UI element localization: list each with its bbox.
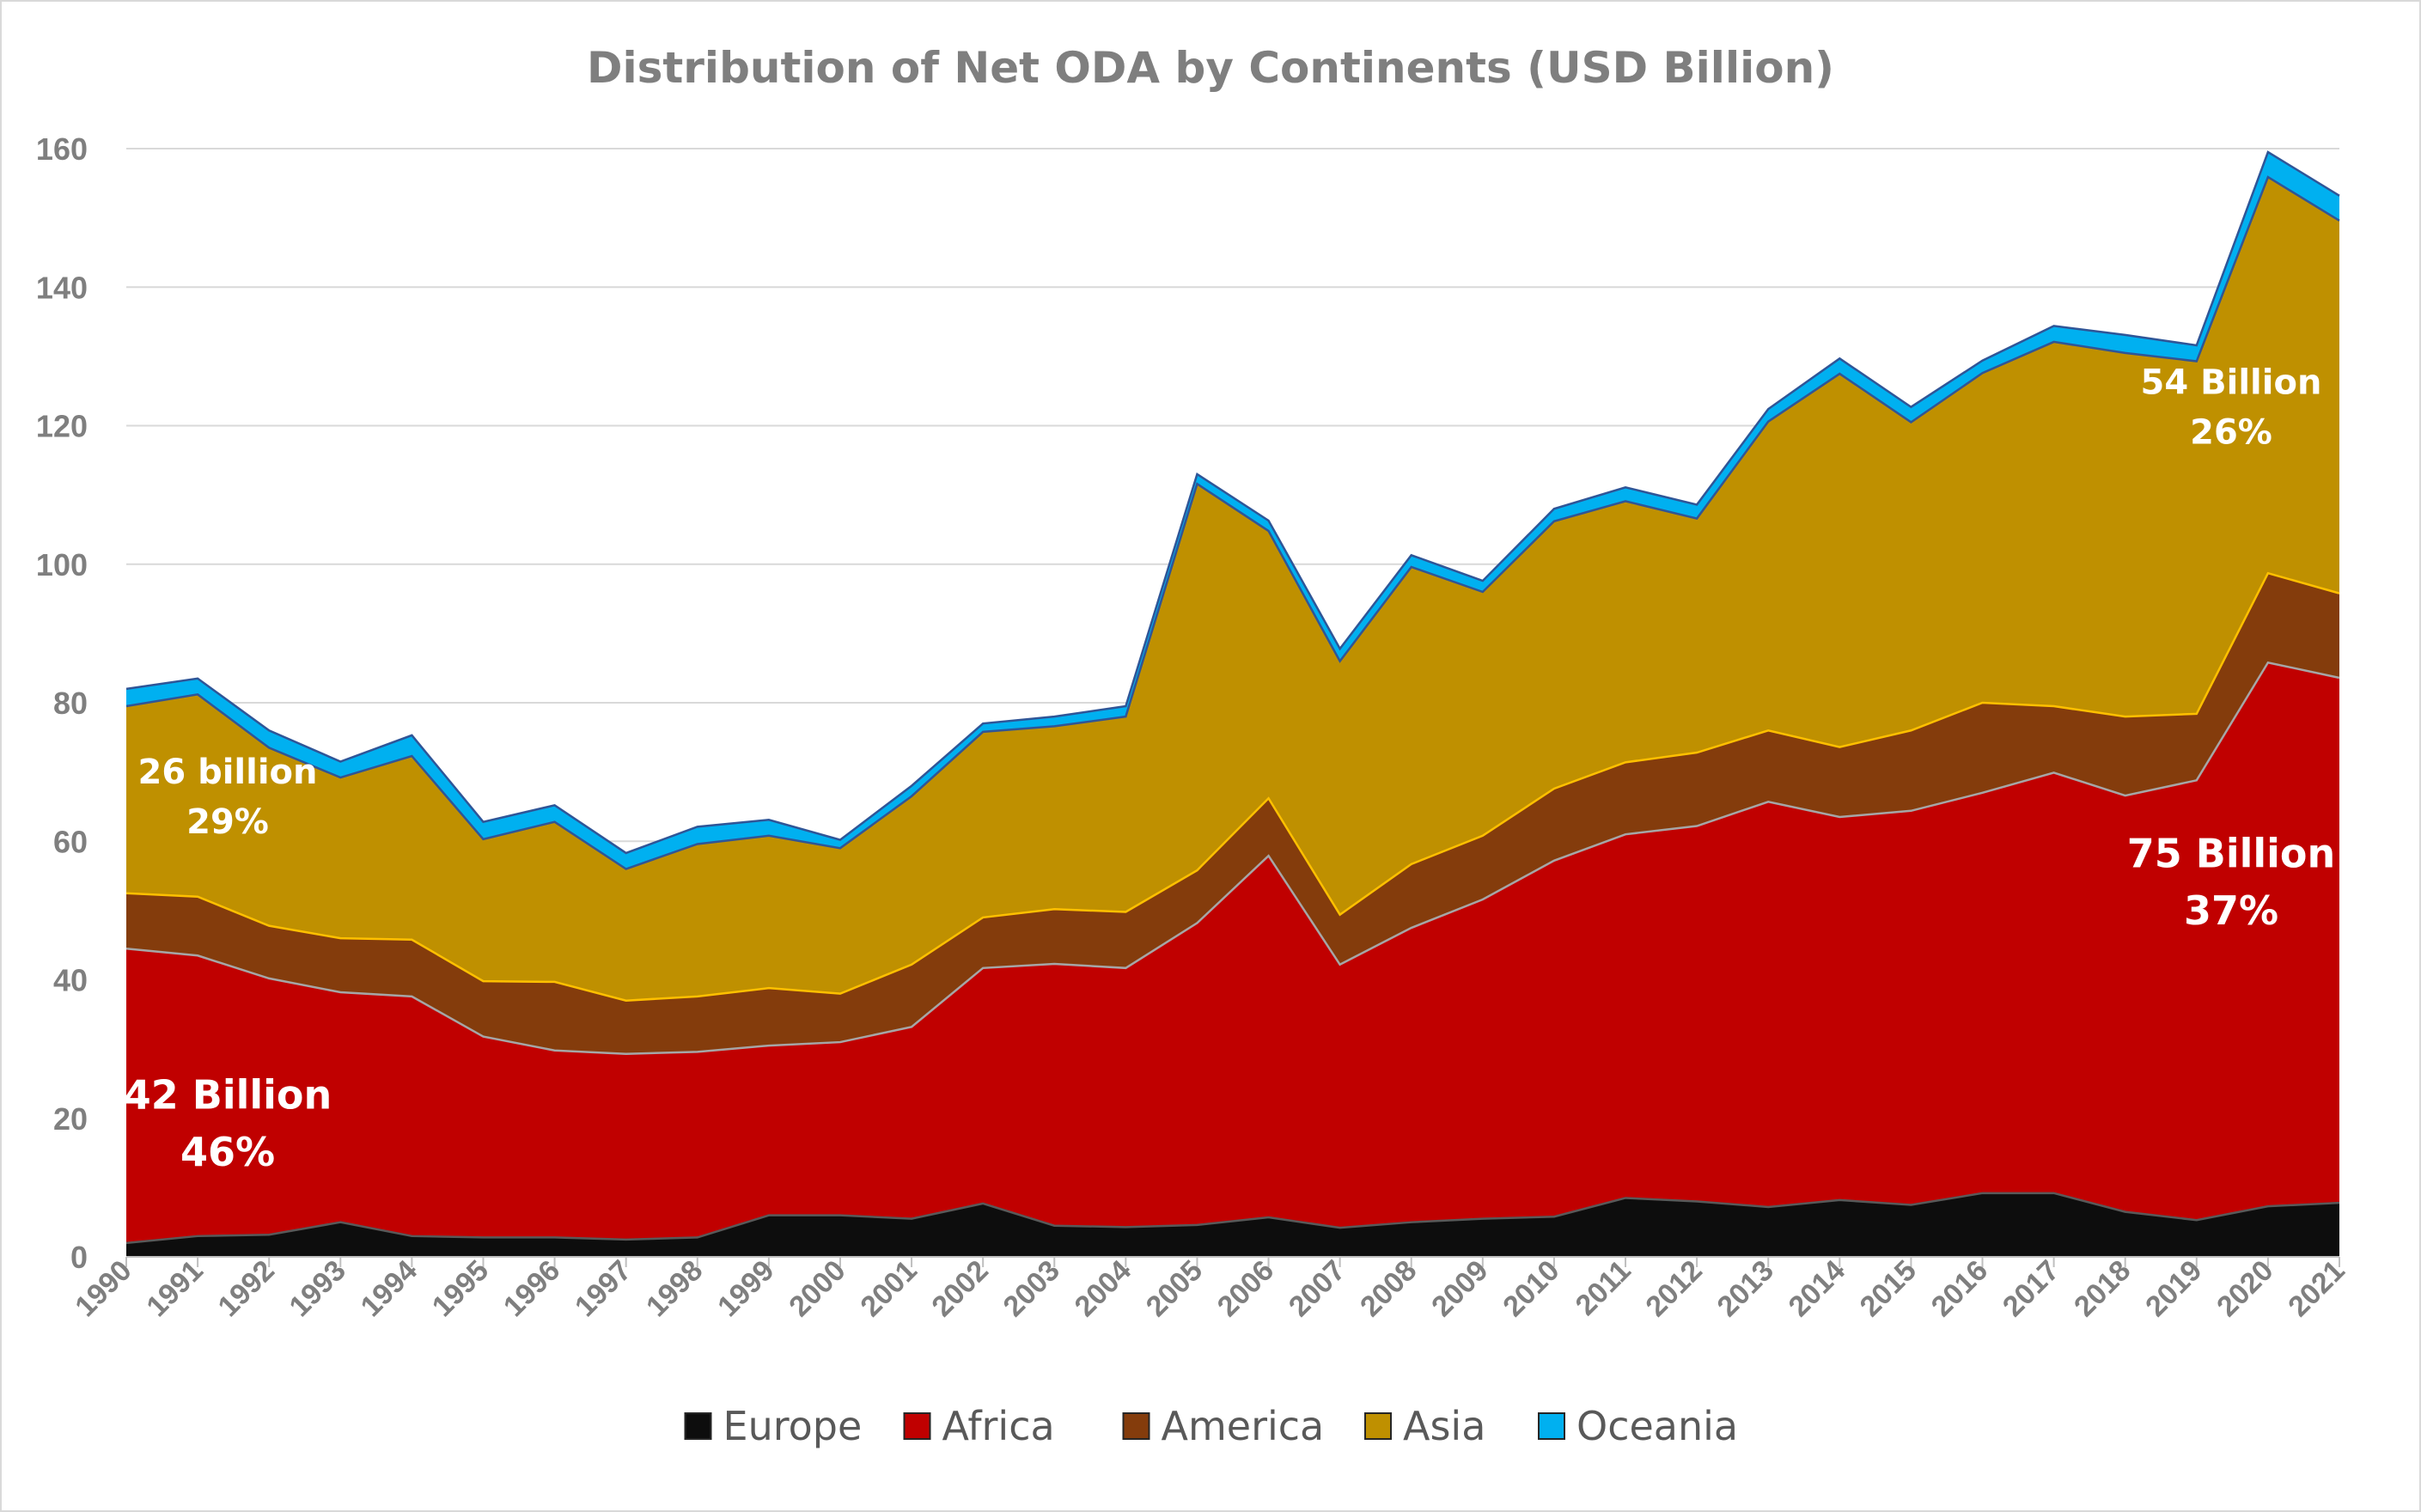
y-tick-label: 120	[36, 409, 88, 444]
area-africa	[126, 662, 2339, 1243]
annotation-1990-africa: 42 Billion 46%	[124, 1071, 332, 1175]
legend-item-asia: Asia	[1364, 1403, 1485, 1449]
chart-title: Distribution of Net ODA by Continents (U…	[587, 43, 1834, 93]
annotation-2021-asia: 54 Billion 26%	[2141, 363, 2322, 453]
y-tick-label: 140	[36, 270, 88, 305]
legend-swatch	[684, 1412, 712, 1440]
annotation-2021-africa: 75 Billion 37%	[2127, 830, 2336, 934]
legend: Europe Africa America Asia Oceania	[684, 1403, 1738, 1449]
y-tick-label: 40	[53, 963, 88, 998]
area-edge-europe	[125, 1192, 2340, 1245]
area-asia	[126, 177, 2339, 1001]
area-edge-oceania	[125, 150, 2340, 855]
stacked-areas	[125, 150, 2340, 1257]
annotation-line: 75 Billion	[2127, 830, 2336, 876]
annotation-line: 26%	[2190, 413, 2272, 453]
y-tick-label: 0	[70, 1240, 88, 1275]
legend-label: America	[1162, 1403, 1325, 1449]
annotations: 26 billion 29% 42 Billion 46% 54 Billion 26% 7…	[124, 363, 2336, 1175]
legend-label: Asia	[1403, 1403, 1485, 1449]
legend-swatch	[1122, 1412, 1150, 1440]
legend-item-europe: Europe	[684, 1403, 863, 1449]
x-axis: 1990 1991 1992 1993 1994 1995 1996 1997 1998 1999…	[69, 1254, 2351, 1323]
y-tick-label: 100	[36, 547, 88, 582]
annotation-line: 54 Billion	[2141, 363, 2322, 403]
area-europe	[126, 1192, 2339, 1257]
legend-swatch	[1538, 1412, 1565, 1440]
y-tick-label: 160	[36, 131, 88, 167]
y-tick-label: 80	[53, 686, 88, 721]
y-axis: 0 20 40 60 80 100 120 140 160	[36, 131, 88, 1275]
y-tick-label: 20	[53, 1101, 88, 1137]
annotation-line: 29%	[186, 802, 269, 842]
y-tick-label: 60	[53, 824, 88, 859]
annotation-line: 46%	[180, 1129, 275, 1175]
legend-item-america: America	[1122, 1403, 1325, 1449]
annotation-line: 26 billion	[137, 753, 317, 792]
annotation-1990-asia: 26 billion 29%	[137, 753, 317, 842]
area-edge-asia	[125, 175, 2340, 870]
legend-label: Africa	[942, 1403, 1055, 1449]
annotation-line: 42 Billion	[124, 1071, 332, 1118]
area-edge-america	[125, 571, 2340, 1002]
legend-item-africa: Africa	[903, 1403, 1055, 1449]
legend-item-oceania: Oceania	[1538, 1403, 1738, 1449]
legend-swatch	[903, 1412, 931, 1440]
area-edge-africa	[125, 661, 2340, 1056]
legend-label: Oceania	[1576, 1403, 1738, 1449]
legend-label: Europe	[723, 1403, 863, 1449]
annotation-line: 37%	[2184, 887, 2278, 934]
legend-swatch	[1364, 1412, 1392, 1440]
